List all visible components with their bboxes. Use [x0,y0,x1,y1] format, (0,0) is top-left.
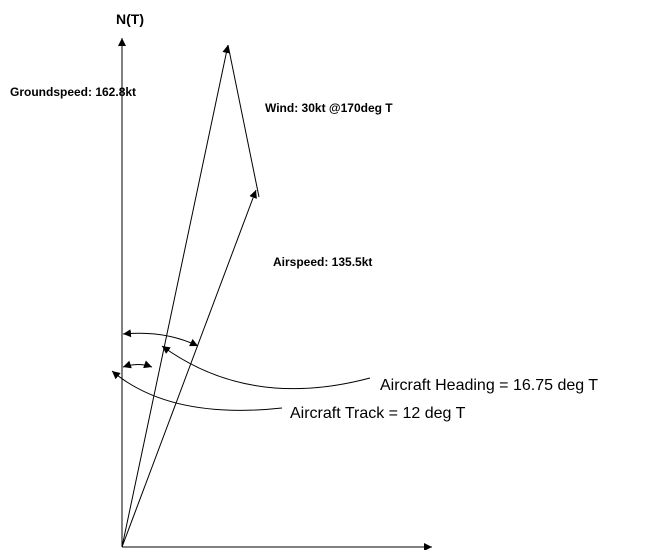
track-arc [122,360,153,369]
heading-label: Aircraft Heading = 16.75 deg T [380,377,598,394]
axis-label: N(T) [116,11,144,27]
groundspeed-vector [121,44,231,548]
wind-label: Wind: 30kt @170deg T [265,101,393,115]
groundspeed-label: Groundspeed: 162.8kt [10,85,136,99]
airspeed-label: Airspeed: 135.5kt [273,255,372,269]
track-leader [111,370,283,411]
airspeed-vector [121,189,257,548]
wind-vector [227,44,260,198]
track-label: Aircraft Track = 12 deg T [290,405,466,422]
heading-leader [161,345,371,390]
heading-arc [122,329,199,347]
